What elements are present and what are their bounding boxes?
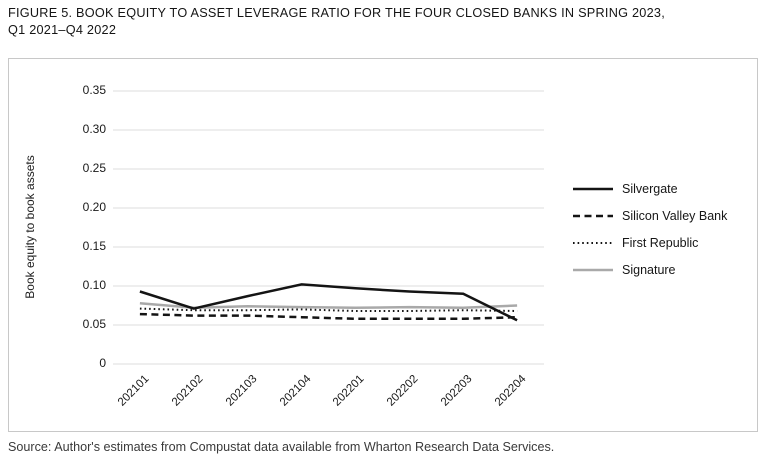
y-tick-label: 0	[99, 356, 106, 370]
legend-label: Silicon Valley Bank	[622, 208, 728, 223]
legend-marker-dashed-line-icon	[573, 214, 613, 217]
legend-item-silvergate: Silvergate	[573, 175, 727, 202]
chart-frame: Book equity to book assets 0 0.05 0.10 0.15…	[8, 58, 758, 432]
y-tick-label: 0.20	[82, 200, 106, 214]
legend-label: Silvergate	[622, 181, 678, 196]
y-tick-label: 0.10	[82, 278, 106, 292]
y-tick-label: 0.15	[82, 239, 106, 253]
series-line-silvergate	[139, 283, 518, 322]
legend-item-first-republic: First Republic	[573, 229, 727, 256]
legend-marker-solid-line-icon	[573, 268, 613, 271]
legend-label: Signature	[622, 262, 676, 277]
legend-marker-solid-line-icon	[573, 187, 613, 190]
series-line-first-republic	[139, 307, 518, 312]
figure-title: FIGURE 5. BOOK EQUITY TO ASSET LEVERAGE …	[8, 5, 758, 38]
y-tick-label: 0.35	[82, 83, 106, 97]
legend-marker-dotted-line-icon	[573, 241, 613, 244]
y-tick-label: 0.05	[82, 317, 106, 331]
legend-item-signature: Signature	[573, 256, 727, 283]
line-chart-plot	[113, 90, 544, 365]
legend-label: First Republic	[622, 235, 699, 250]
figure-title-line1: FIGURE 5. BOOK EQUITY TO ASSET LEVERAGE …	[8, 6, 665, 20]
source-note: Source: Author's estimates from Compusta…	[8, 440, 555, 454]
y-tick-label: 0.25	[82, 161, 106, 175]
figure-title-line2: Q1 2021–Q4 2022	[8, 22, 117, 37]
series-line-silicon-valley-bank	[139, 312, 518, 321]
y-tick-label: 0.30	[82, 122, 106, 136]
legend-item-silicon-valley-bank: Silicon Valley Bank	[573, 202, 727, 229]
legend: Silvergate Silicon Valley Bank First Repub…	[573, 175, 727, 283]
y-axis-title: Book equity to book assets	[23, 155, 37, 299]
